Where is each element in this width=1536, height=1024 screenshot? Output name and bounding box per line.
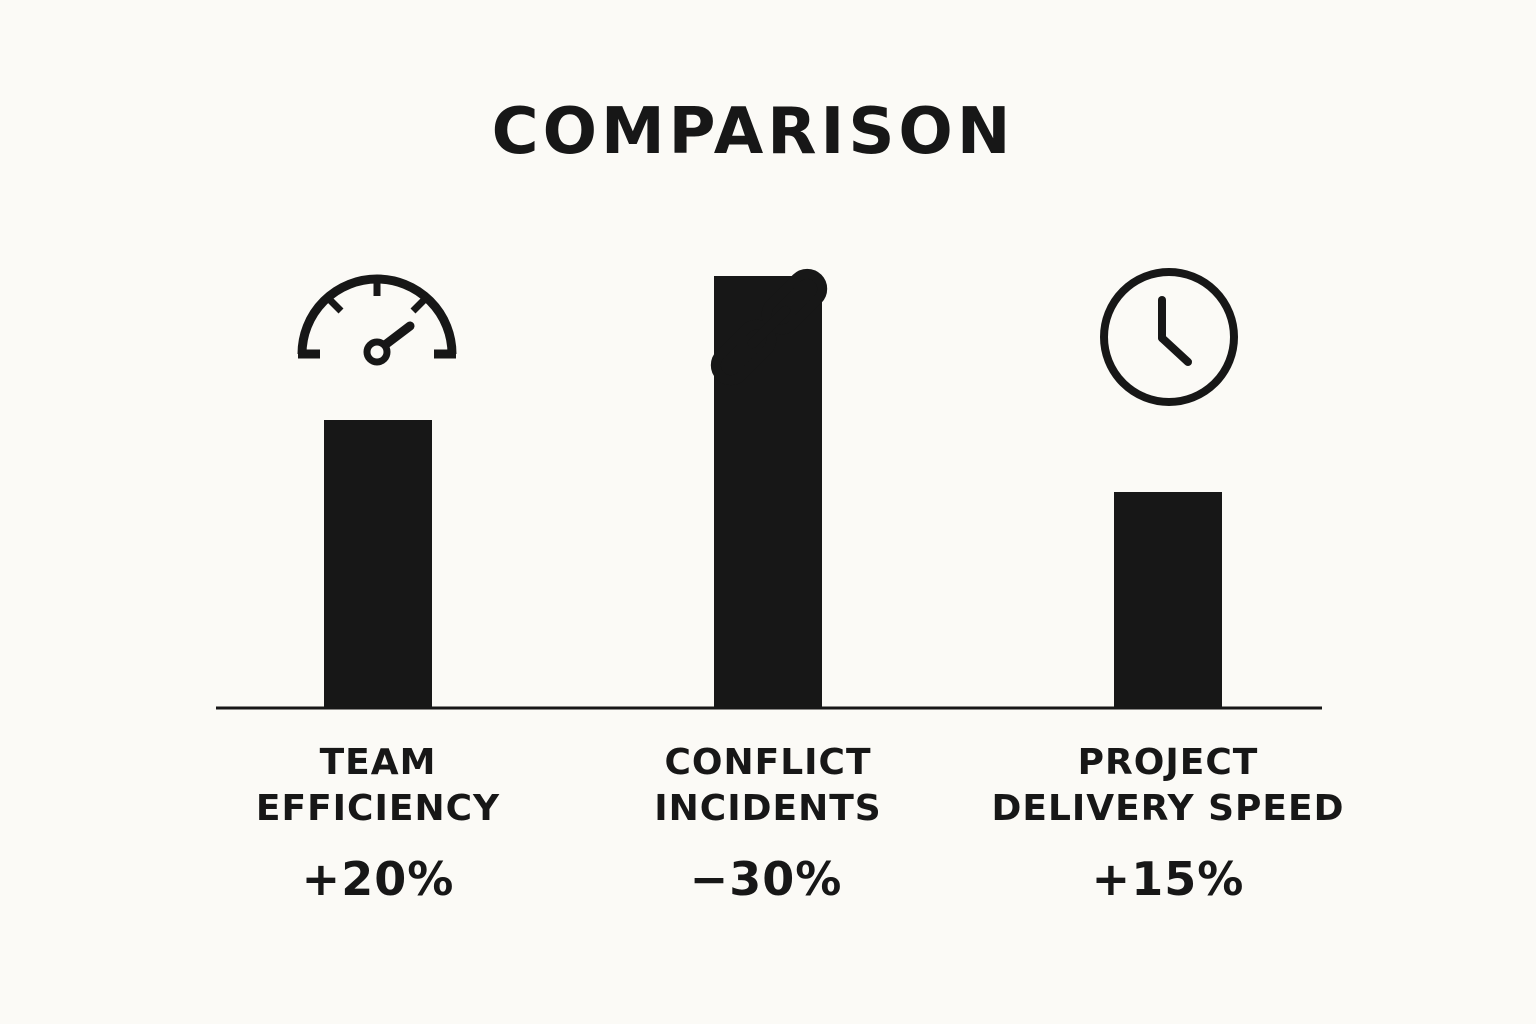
category-label-line: TEAM <box>319 742 437 783</box>
value-label-project-delivery-speed: +15% <box>1091 852 1245 906</box>
clock-icon <box>1100 268 1238 406</box>
category-label-project-delivery-speed: PROJECT DELIVERY SPEED <box>978 740 1358 832</box>
category-label-team-efficiency: TEAM EFFICIENCY <box>188 740 568 832</box>
speedometer-icon <box>297 274 457 366</box>
category-label-line: PROJECT <box>1077 742 1259 783</box>
category-label-line: CONFLICT <box>664 742 872 783</box>
category-label-conflict-incidents: CONFLICT INCIDENTS <box>578 740 958 832</box>
category-label-line: DELIVERY SPEED <box>991 788 1345 829</box>
category-label-line: INCIDENTS <box>654 788 882 829</box>
bar-project-delivery-speed <box>1114 492 1222 708</box>
value-label-conflict-incidents: −30% <box>689 852 843 906</box>
chart-title: COMPARISON <box>491 95 1015 169</box>
category-label-line: EFFICIENCY <box>255 788 501 829</box>
link-icon <box>710 268 828 386</box>
bar-team-efficiency <box>324 420 432 708</box>
value-label-team-efficiency: +20% <box>301 852 455 906</box>
